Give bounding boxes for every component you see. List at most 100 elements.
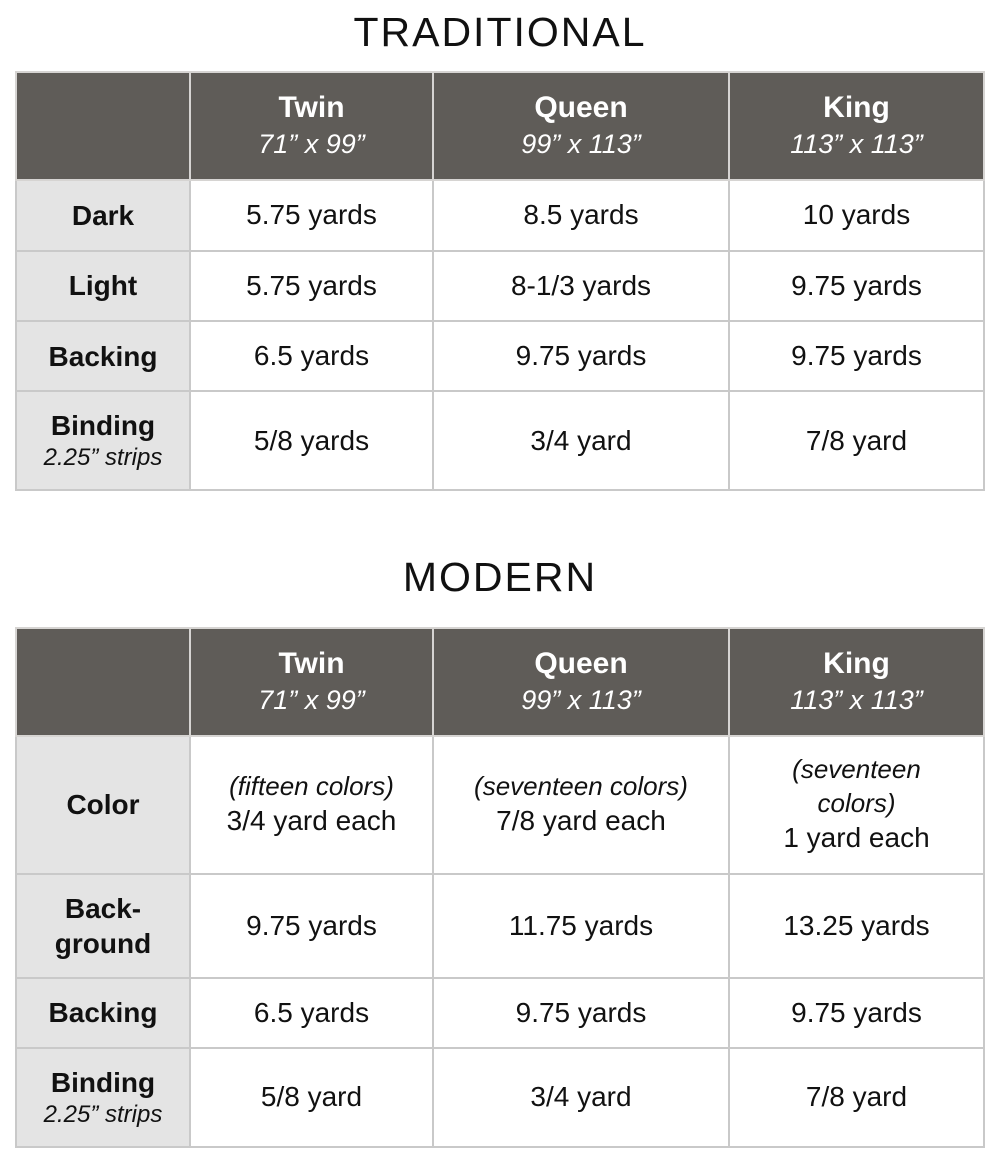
cell-background-queen: 11.75 yards [432,872,730,979]
cell-backing-king: 9.75 yards [728,976,985,1050]
section-modern: MODERN Twin 71” x 99” Queen 99” x 113” K… [0,553,1000,1149]
row-label-light: Light [15,249,191,323]
cell-value: 5/8 yard [260,1081,363,1113]
row-label-text: Backing [48,340,158,372]
cell-value: 11.75 yards [508,909,654,941]
cell-value: 9.75 yards [791,269,922,301]
modern-corner-cell [15,626,191,737]
row-label-text: Binding [50,410,156,442]
table-row-dark: Dark 5.75 yards 8.5 yards 10 yards [15,179,985,252]
cell-dark-queen: 8.5 yards [432,179,730,252]
cell-light-king: 9.75 yards [728,249,985,323]
row-label-subtext: 2.25” strips [43,444,163,472]
cell-binding-king: 7/8 yard [728,390,985,492]
row-label-binding: Binding 2.25” strips [15,1047,191,1149]
cell-backing-twin: 6.5 yards [189,320,434,393]
cell-value: 8-1/3 yards [510,269,652,301]
cell-value: 3/4 yard [530,1081,632,1113]
traditional-column-header-queen: Queen 99” x 113” [432,71,730,182]
cell-value: 7/8 yard [805,1081,908,1113]
traditional-header-row: Twin 71” x 99” Queen 99” x 113” King 113… [15,71,985,182]
traditional-corner-cell [15,71,191,182]
table-row-binding: Binding 2.25” strips 5/8 yards 3/4 yard … [15,390,985,492]
cell-dark-twin: 5.75 yards [189,179,434,252]
column-name-king: King [823,646,890,680]
modern-column-header-queen: Queen 99” x 113” [432,626,730,737]
row-label-text: Binding [50,1067,156,1099]
cell-value: 8.5 yards [523,199,639,231]
cell-value: 5.75 yards [246,199,377,231]
cell-value: 7/8 yard each [496,805,666,837]
cell-color-queen: (seventeen colors) 7/8 yard each [432,734,730,875]
column-name-queen: Queen [534,91,628,125]
traditional-table: Twin 71” x 99” Queen 99” x 113” King 113… [15,71,985,492]
modern-column-header-king: King 113” x 113” [728,626,985,737]
row-label-text: Backing [48,997,158,1029]
cell-value: 9.75 yards [791,996,922,1028]
row-label-backing: Backing [15,976,191,1050]
cell-value: 5/8 yards [253,424,370,456]
cell-color-twin: (fifteen colors) 3/4 yard each [189,734,434,875]
column-size-king: 113” x 113” [790,129,923,160]
section-traditional: TRADITIONAL Twin 71” x 99” Queen 99” x 1… [0,8,1000,492]
cell-binding-twin: 5/8 yards [189,390,434,492]
cell-value: 10 yards [802,199,911,231]
cell-value: 9.75 yards [246,909,377,941]
row-label-text: Back- ground [54,892,152,959]
cell-value: 6.5 yards [253,996,370,1028]
cell-dark-king: 10 yards [728,179,985,252]
row-label-dark: Dark [15,179,191,252]
cell-binding-queen: 3/4 yard [432,390,730,492]
cell-value: 1 yard each [783,822,930,854]
column-size-twin: 71” x 99” [258,129,365,160]
cell-backing-twin: 6.5 yards [189,976,434,1050]
row-label-text: Light [68,270,138,302]
cell-value: 3/4 yard each [226,805,397,837]
cell-value: 9.75 yards [791,340,922,372]
cell-value: 6.5 yards [253,340,370,372]
cell-binding-twin: 5/8 yard [189,1047,434,1149]
column-name-twin: Twin [278,91,345,125]
cell-value: 9.75 yards [515,996,647,1028]
modern-column-header-twin: Twin 71” x 99” [189,626,434,737]
row-label-backing: Backing [15,320,191,393]
table-row-color: Color (fifteen colors) 3/4 yard each (se… [15,734,985,875]
cell-color-king: (seventeen colors) 1 yard each [728,734,985,875]
cell-value: 3/4 yard [530,424,632,456]
column-name-queen: Queen [534,646,628,680]
cell-background-king: 13.25 yards [728,872,985,979]
cell-light-twin: 5.75 yards [189,249,434,323]
table-row-light: Light 5.75 yards 8-1/3 yards 9.75 yards [15,249,985,323]
row-label-text: Dark [71,199,135,231]
row-label-text: Color [66,789,140,821]
table-row-binding: Binding 2.25” strips 5/8 yard 3/4 yard 7… [15,1047,985,1149]
column-name-king: King [823,91,890,125]
cell-backing-queen: 9.75 yards [432,976,730,1050]
cell-note: (seventeen colors) [474,770,688,801]
cell-value: 9.75 yards [515,340,647,372]
row-label-subtext: 2.25” strips [43,1101,163,1129]
section-title-traditional: TRADITIONAL [353,9,647,55]
cell-backing-queen: 9.75 yards [432,320,730,393]
cell-note: (fifteen colors) [229,770,394,801]
row-label-binding: Binding 2.25” strips [15,390,191,492]
column-size-queen: 99” x 113” [521,684,641,715]
table-row-backing: Backing 6.5 yards 9.75 yards 9.75 yards [15,976,985,1050]
row-label-background: Back- ground [15,872,191,979]
modern-header-row: Twin 71” x 99” Queen 99” x 113” King 113… [15,626,985,737]
cell-value: 13.25 yards [783,909,930,941]
column-name-twin: Twin [278,646,345,680]
cell-backing-king: 9.75 yards [728,320,985,393]
column-size-queen: 99” x 113” [521,129,641,160]
cell-binding-king: 7/8 yard [728,1047,985,1149]
row-label-color: Color [15,734,191,875]
column-size-twin: 71” x 99” [258,684,365,715]
cell-note: (seventeen colors) [792,753,921,818]
column-size-king: 113” x 113” [790,684,923,715]
section-title-modern: MODERN [402,554,598,601]
cell-value: 5.75 yards [246,269,377,301]
traditional-column-header-king: King 113” x 113” [728,71,985,182]
traditional-column-header-twin: Twin 71” x 99” [189,71,434,182]
cell-binding-queen: 3/4 yard [432,1047,730,1149]
